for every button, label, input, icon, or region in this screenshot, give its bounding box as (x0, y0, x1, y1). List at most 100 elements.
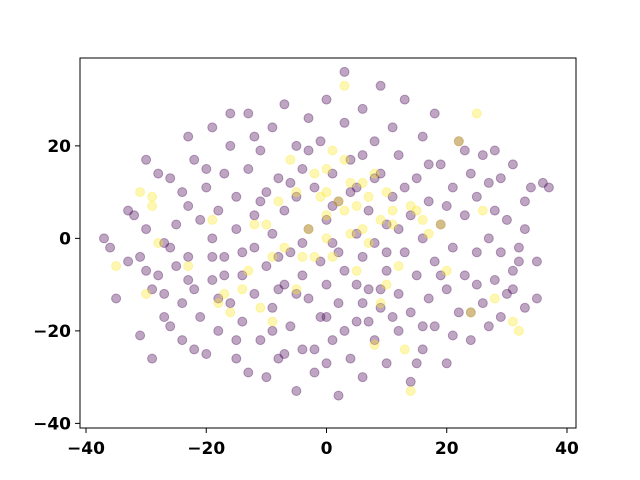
point-class-0-119 (411, 173, 422, 184)
point-class-1-5 (153, 238, 164, 248)
point-class-0-2 (111, 293, 122, 304)
point-class-0-63 (285, 321, 296, 332)
point-class-0-98 (363, 284, 374, 295)
point-class-0-176 (285, 177, 296, 188)
point-class-0-42 (237, 270, 248, 281)
point-class-0-62 (285, 247, 296, 258)
point-class-0-159 (531, 256, 542, 267)
point-class-0-116 (405, 210, 416, 221)
point-class-0-140 (465, 335, 476, 346)
y-tick-label: 20 (47, 137, 71, 157)
point-class-0-74 (309, 182, 320, 193)
point-class-0-86 (333, 298, 344, 309)
point-class-1-20 (291, 187, 302, 198)
point-class-0-65 (291, 386, 302, 396)
y-tick-label: −20 (33, 322, 71, 342)
point-class-0-181 (327, 201, 338, 211)
point-class-0-186 (369, 173, 380, 184)
point-class-1-63 (489, 293, 500, 304)
point-class-0-1 (105, 242, 116, 253)
point-class-1-11 (237, 284, 248, 295)
point-class-0-172 (243, 367, 254, 378)
point-class-1-29 (327, 251, 338, 262)
point-class-0-118 (405, 376, 416, 387)
point-class-1-10 (225, 307, 236, 318)
plot-area-frame (79, 57, 577, 429)
point-class-0-158 (525, 182, 536, 193)
point-class-1-46 (381, 187, 392, 198)
point-class-0-175 (273, 251, 284, 262)
point-class-0-99 (363, 205, 374, 216)
point-class-0-44 (243, 108, 254, 119)
point-class-1-21 (297, 251, 308, 262)
point-class-0-132 (441, 358, 452, 369)
point-class-0-167 (189, 344, 200, 355)
point-class-1-58 (441, 265, 452, 276)
point-class-0-35 (219, 168, 230, 179)
point-class-1-49 (387, 219, 398, 230)
point-class-0-137 (459, 210, 470, 221)
point-class-0-11 (147, 353, 158, 364)
point-class-0-95 (357, 251, 368, 262)
point-class-0-79 (321, 279, 332, 290)
point-class-0-39 (231, 353, 242, 364)
point-class-0-125 (423, 196, 434, 207)
point-class-0-7 (141, 154, 152, 165)
point-class-0-206 (297, 238, 308, 248)
point-class-0-26 (195, 312, 206, 322)
point-class-1-12 (243, 265, 254, 276)
point-class-0-30 (207, 233, 218, 244)
point-class-0-91 (345, 154, 356, 165)
point-class-0-193 (447, 330, 458, 341)
point-class-1-23 (309, 168, 320, 179)
point-class-0-112 (393, 325, 404, 336)
point-class-0-96 (357, 372, 368, 383)
point-class-1-40 (363, 191, 374, 202)
point-class-0-13 (159, 238, 170, 248)
point-class-0-14 (159, 312, 170, 322)
point-class-0-212 (417, 321, 428, 332)
point-class-0-115 (399, 94, 410, 105)
point-class-0-189 (399, 182, 410, 193)
point-class-0-170 (225, 108, 236, 119)
point-class-0-185 (363, 316, 374, 327)
point-class-0-85 (333, 196, 344, 207)
point-class-0-152 (501, 214, 512, 225)
point-class-1-13 (249, 219, 260, 230)
point-class-1-42 (369, 168, 380, 179)
point-class-0-111 (393, 288, 404, 299)
point-class-1-8 (213, 298, 224, 309)
point-class-1-27 (321, 187, 332, 198)
point-class-0-58 (273, 173, 284, 184)
point-class-0-207 (321, 358, 332, 369)
point-class-0-22 (183, 201, 194, 211)
point-class-0-146 (483, 321, 494, 332)
point-class-0-138 (459, 270, 470, 281)
point-class-0-41 (231, 191, 242, 202)
point-class-0-199 (519, 224, 530, 235)
point-class-0-34 (213, 205, 224, 216)
point-class-0-73 (309, 367, 320, 378)
point-class-0-48 (249, 210, 260, 221)
point-class-0-217 (219, 270, 230, 281)
point-class-1-67 (291, 284, 302, 295)
point-class-0-38 (225, 140, 236, 151)
point-class-1-6 (183, 261, 194, 272)
point-class-1-19 (285, 154, 296, 165)
point-class-1-15 (261, 219, 272, 230)
point-class-0-36 (219, 251, 230, 262)
point-class-0-68 (297, 344, 308, 355)
point-class-1-31 (333, 196, 344, 207)
point-class-0-78 (321, 214, 332, 225)
point-class-0-92 (351, 228, 362, 239)
point-class-1-9 (219, 288, 230, 299)
point-class-0-37 (225, 298, 236, 309)
point-class-0-56 (267, 228, 278, 239)
point-class-0-127 (429, 321, 440, 332)
point-class-0-43 (237, 316, 248, 327)
point-class-1-0 (111, 261, 122, 272)
point-class-1-47 (381, 279, 392, 290)
point-class-0-133 (447, 182, 458, 193)
point-class-0-150 (495, 247, 506, 258)
